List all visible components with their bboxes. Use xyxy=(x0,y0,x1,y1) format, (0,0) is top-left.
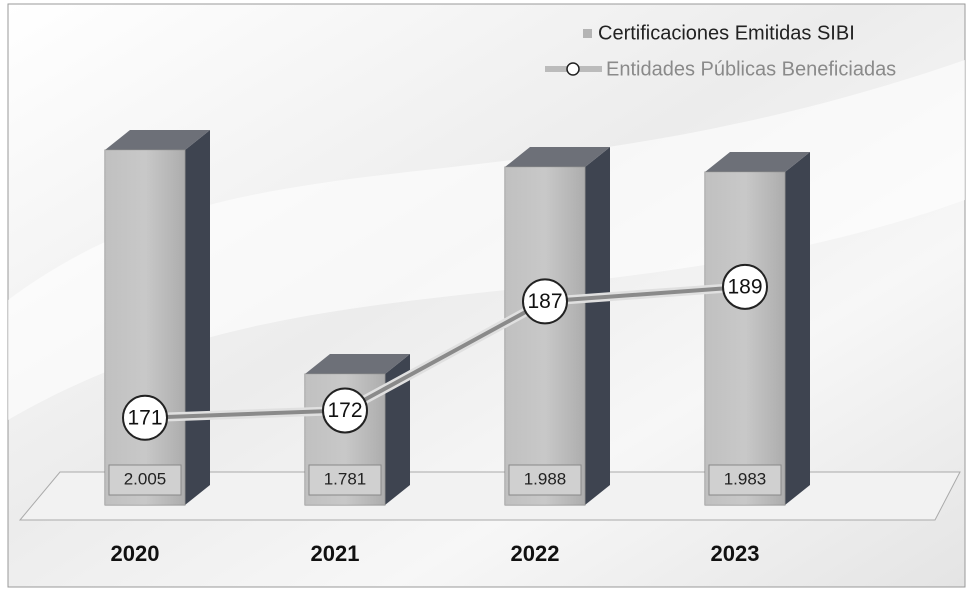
bar-top xyxy=(105,130,210,150)
x-tick-label: 2022 xyxy=(511,541,560,566)
line-data-label: 171 xyxy=(127,406,162,429)
bar-side xyxy=(185,130,210,505)
bar-side xyxy=(785,152,810,505)
legend-label: Certificaciones Emitidas SIBI xyxy=(598,22,855,44)
line xyxy=(144,284,746,420)
data-label: 2.005 xyxy=(124,469,167,488)
bar-top xyxy=(305,354,410,374)
background-swoosh xyxy=(8,60,965,420)
bar-front-shade xyxy=(105,150,185,505)
line-marker xyxy=(322,387,368,434)
legend-swatch xyxy=(583,29,592,38)
legend-label: Entidades Públicas Beneficiadas xyxy=(606,58,896,80)
bar-front-shade xyxy=(505,167,585,505)
data-label-box xyxy=(308,464,382,496)
line-marker xyxy=(722,263,768,310)
data-label: 1.781 xyxy=(324,469,367,488)
line-data-label: 189 xyxy=(727,275,762,298)
line-data-label: 172 xyxy=(327,399,362,422)
bar-front-shade xyxy=(705,172,785,505)
bar-side xyxy=(585,147,610,505)
line-marker xyxy=(122,394,168,441)
legend-marker xyxy=(566,62,580,76)
line-marker xyxy=(522,278,568,325)
x-tick-label: 2021 xyxy=(311,541,360,566)
data-label: 1.983 xyxy=(724,469,767,488)
x-tick-label: 2020 xyxy=(111,541,160,566)
bar-top xyxy=(705,152,810,172)
x-tick-label: 2023 xyxy=(711,541,760,566)
data-label-box xyxy=(508,464,582,496)
data-label-box xyxy=(708,464,782,496)
data-label-box xyxy=(108,464,182,496)
line-data-label: 187 xyxy=(527,290,562,313)
bar-top xyxy=(505,147,610,167)
plot: 2.005 2020 1.781 2021 1.988 2022 1.983 2023 171 1… xyxy=(104,22,896,566)
bar-side xyxy=(385,354,410,505)
data-label: 1.988 xyxy=(524,469,567,488)
